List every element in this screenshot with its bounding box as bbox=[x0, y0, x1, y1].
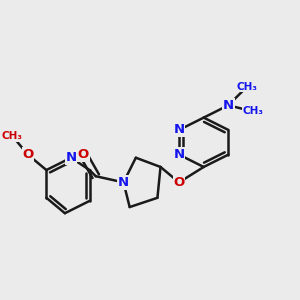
Text: O: O bbox=[173, 176, 184, 189]
Text: O: O bbox=[78, 148, 89, 161]
Text: O: O bbox=[22, 148, 34, 161]
Text: N: N bbox=[118, 176, 129, 189]
Text: N: N bbox=[173, 124, 184, 136]
Text: N: N bbox=[65, 151, 76, 164]
Text: N: N bbox=[173, 148, 184, 161]
Text: CH₃: CH₃ bbox=[242, 106, 263, 116]
Text: CH₃: CH₃ bbox=[2, 131, 23, 141]
Text: N: N bbox=[223, 99, 234, 112]
Text: CH₃: CH₃ bbox=[236, 82, 257, 92]
